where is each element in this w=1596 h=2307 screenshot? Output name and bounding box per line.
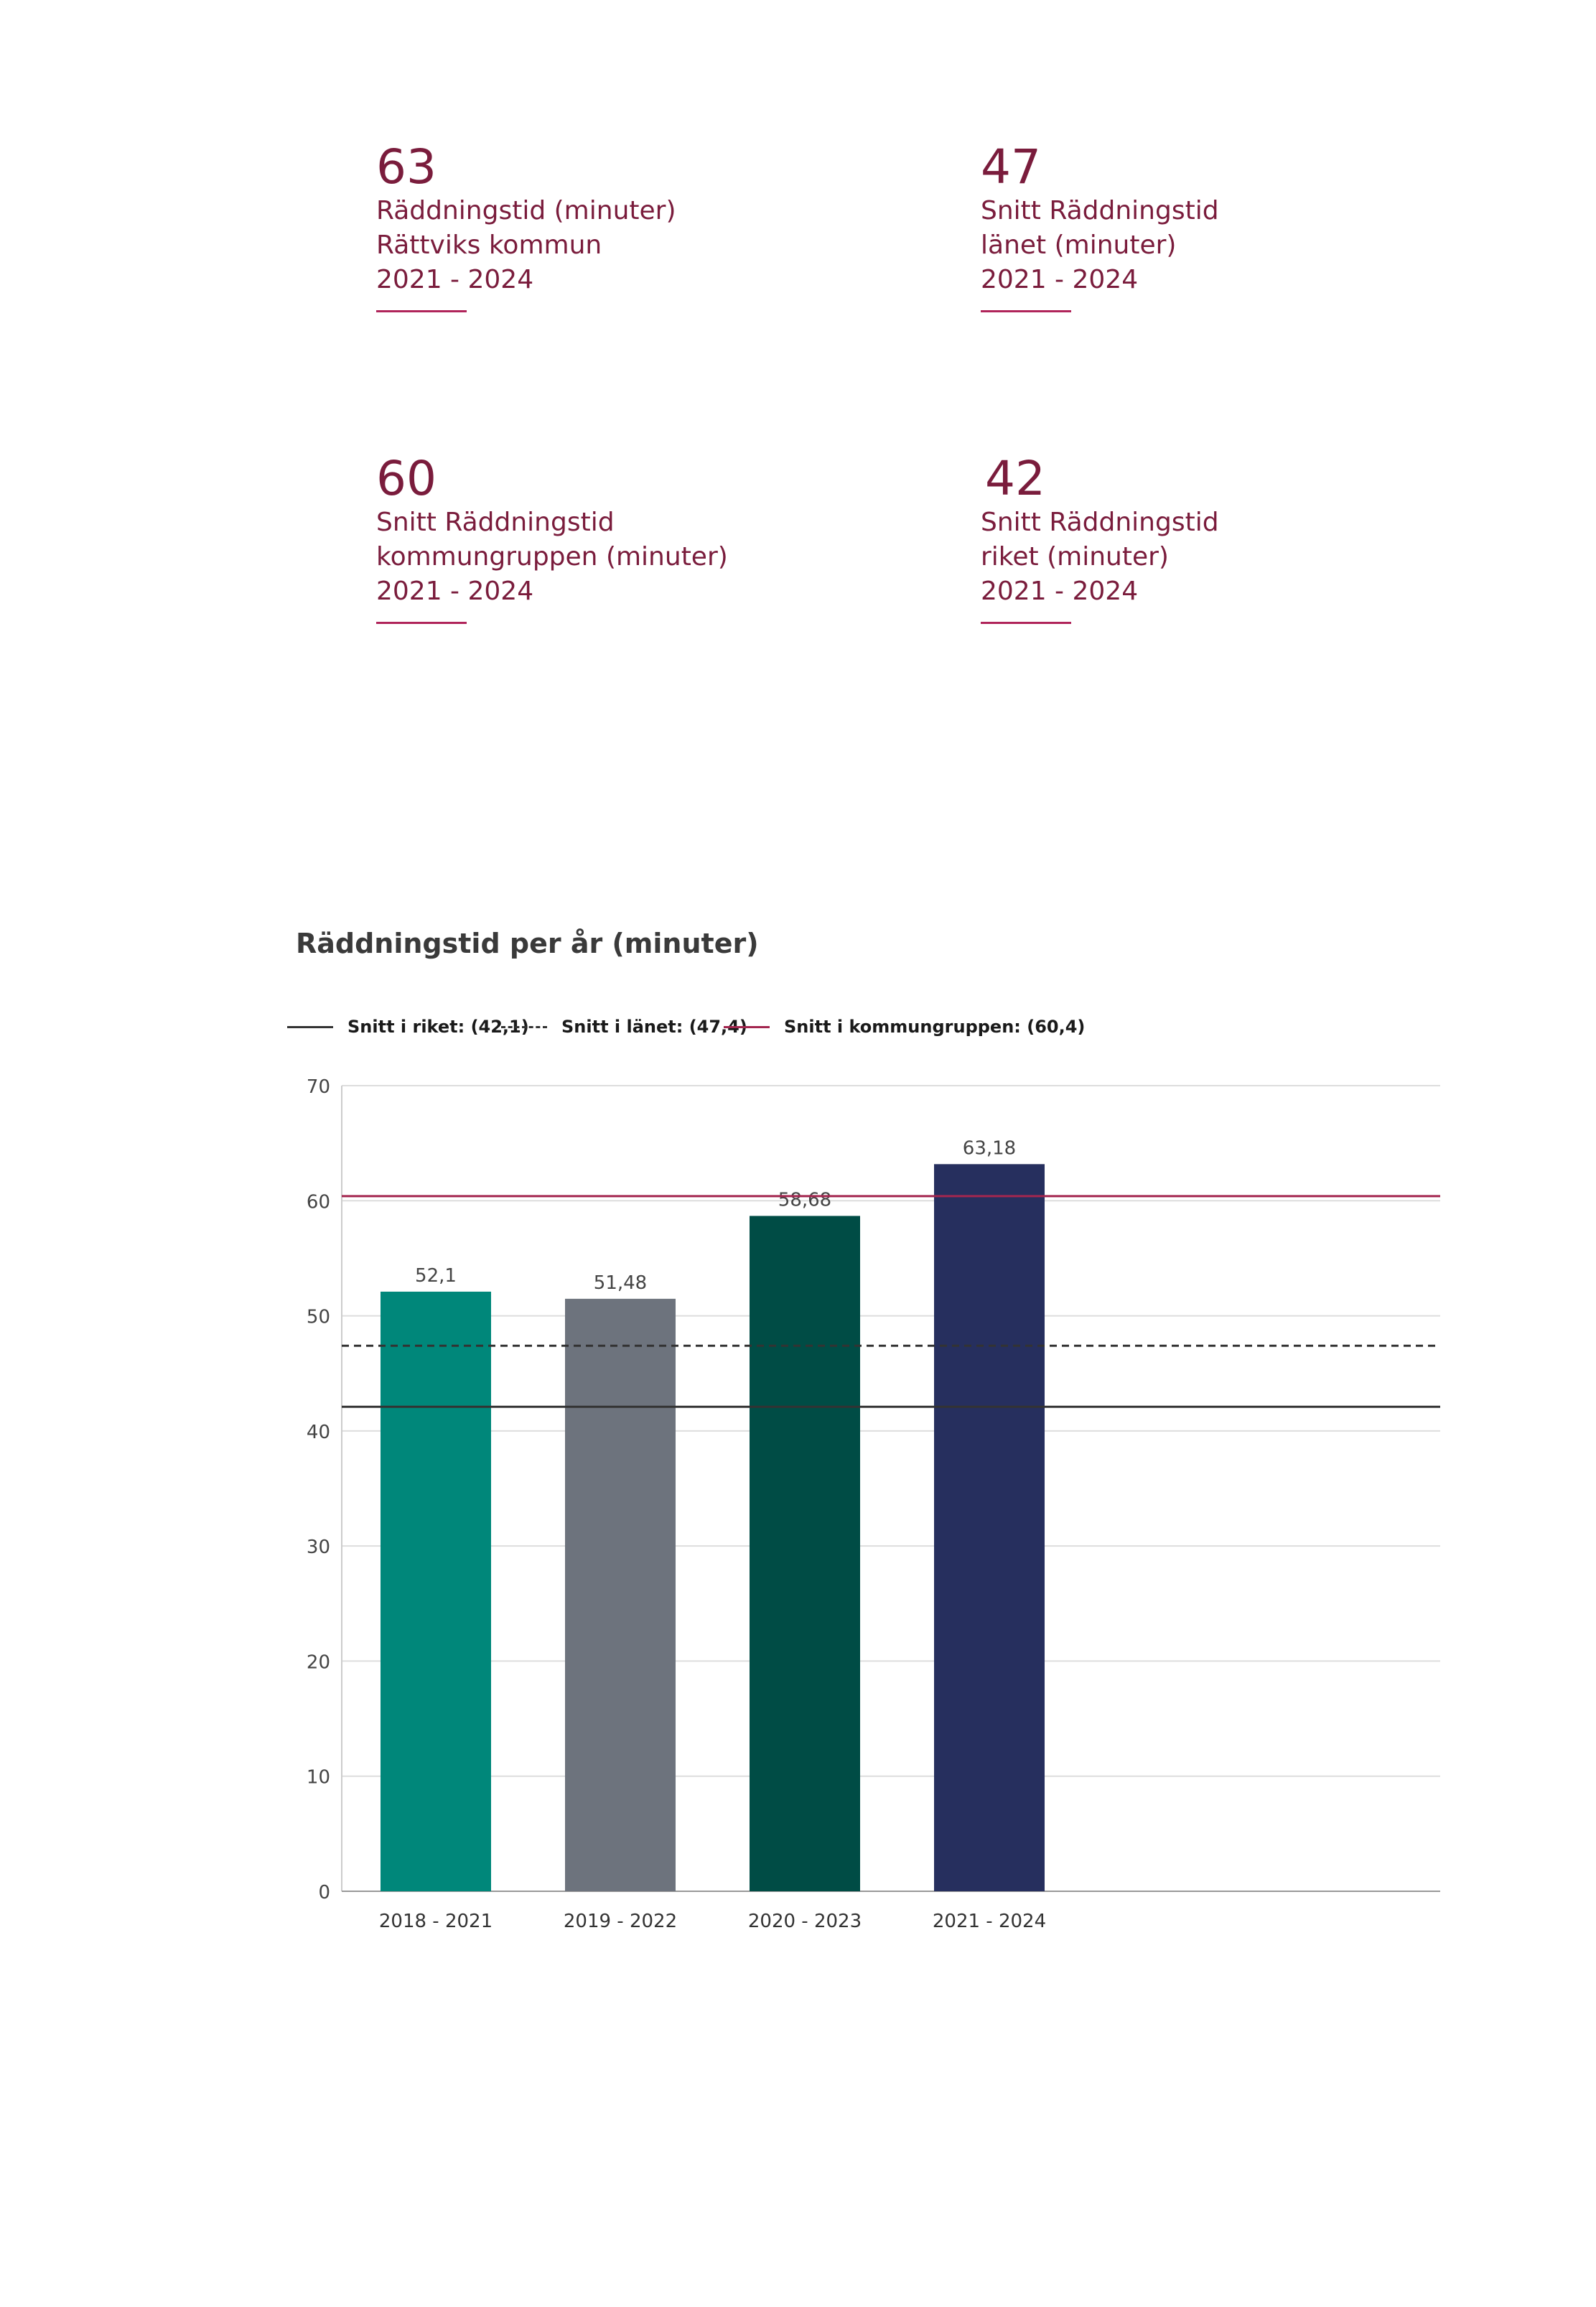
legend-item-riket: Snitt i riket: (42,1) (287, 1012, 529, 1041)
y-tick-label: 30 (307, 1537, 330, 1558)
kpi-label-line: Snitt Räddningstid (981, 508, 1219, 537)
y-tick-label: 20 (307, 1651, 330, 1673)
kpi-value: 42 (985, 451, 1045, 506)
legend-swatch-red (724, 1025, 770, 1028)
x-tick-label: 2019 - 2022 (564, 1911, 677, 1932)
kpi-value: 63 (376, 139, 437, 195)
kpi-underline (981, 622, 1071, 624)
y-tick-label: 10 (307, 1767, 330, 1789)
y-tick-label: 40 (307, 1422, 330, 1443)
kpi-underline (376, 622, 467, 624)
y-tick-label: 60 (307, 1191, 330, 1213)
kpi-underline (376, 310, 467, 312)
kpi-card-rattvik: 63 Räddningstid (minuter) Rättviks kommu… (376, 141, 676, 312)
kpi-label-line: 2021 - 2024 (981, 265, 1139, 294)
bar (381, 1291, 491, 1891)
bar (565, 1298, 676, 1891)
legend-swatch-dashed (501, 1025, 547, 1028)
legend-label: Snitt i kommungruppen: (60,4) (784, 1017, 1086, 1037)
kpi-card-lanet: 47 Snitt Räddningstid länet (minuter) 20… (981, 141, 1219, 312)
kpi-value: 47 (981, 139, 1041, 195)
kpi-label-line: 2021 - 2024 (376, 577, 534, 606)
kpi-value: 60 (376, 451, 437, 506)
legend-label: Snitt i riket: (42,1) (347, 1017, 529, 1037)
kpi-label-line: Rättviks kommun (376, 230, 602, 260)
kpi-label-line: Snitt Räddningstid (981, 196, 1219, 225)
kpi-label-line: 2021 - 2024 (981, 577, 1139, 606)
kpi-label-line: Snitt Räddningstid (376, 508, 615, 537)
kpi-card-kommungruppen: 60 Snitt Räddningstid kommungruppen (min… (376, 452, 728, 624)
legend-item-kommungruppen: Snitt i kommungruppen: (60,4) (724, 1012, 1085, 1041)
y-tick-label: 70 (307, 1076, 330, 1098)
kpi-card-riket: 42 Snitt Räddningstid riket (minuter) 20… (981, 452, 1219, 624)
x-tick-label: 2020 - 2023 (748, 1911, 862, 1932)
kpi-label-line: Räddningstid (minuter) (376, 196, 676, 225)
legend-label: Snitt i länet: (47,4) (561, 1017, 747, 1037)
legend-swatch-solid (287, 1025, 333, 1028)
kpi-label-line: kommungruppen (minuter) (376, 542, 728, 572)
bar-value-label: 51,48 (594, 1272, 647, 1294)
x-tick-label: 2021 - 2024 (933, 1911, 1046, 1932)
bar (750, 1216, 860, 1891)
kpi-label-line: riket (minuter) (981, 542, 1169, 572)
bar-value-label: 52,1 (415, 1265, 457, 1287)
kpi-label-line: länet (minuter) (981, 230, 1177, 260)
kpi-label-line: 2021 - 2024 (376, 265, 534, 294)
y-tick-label: 0 (318, 1882, 330, 1903)
legend-item-lanet: Snitt i länet: (47,4) (501, 1012, 747, 1041)
bar (934, 1164, 1045, 1891)
y-tick-label: 50 (307, 1307, 330, 1328)
x-tick-label: 2018 - 2021 (379, 1911, 493, 1932)
bar-value-label: 58,68 (778, 1189, 831, 1211)
kpi-underline (981, 310, 1071, 312)
chart-title: Räddningstid per år (minuter) (296, 928, 759, 959)
bar-value-label: 63,18 (963, 1137, 1016, 1159)
